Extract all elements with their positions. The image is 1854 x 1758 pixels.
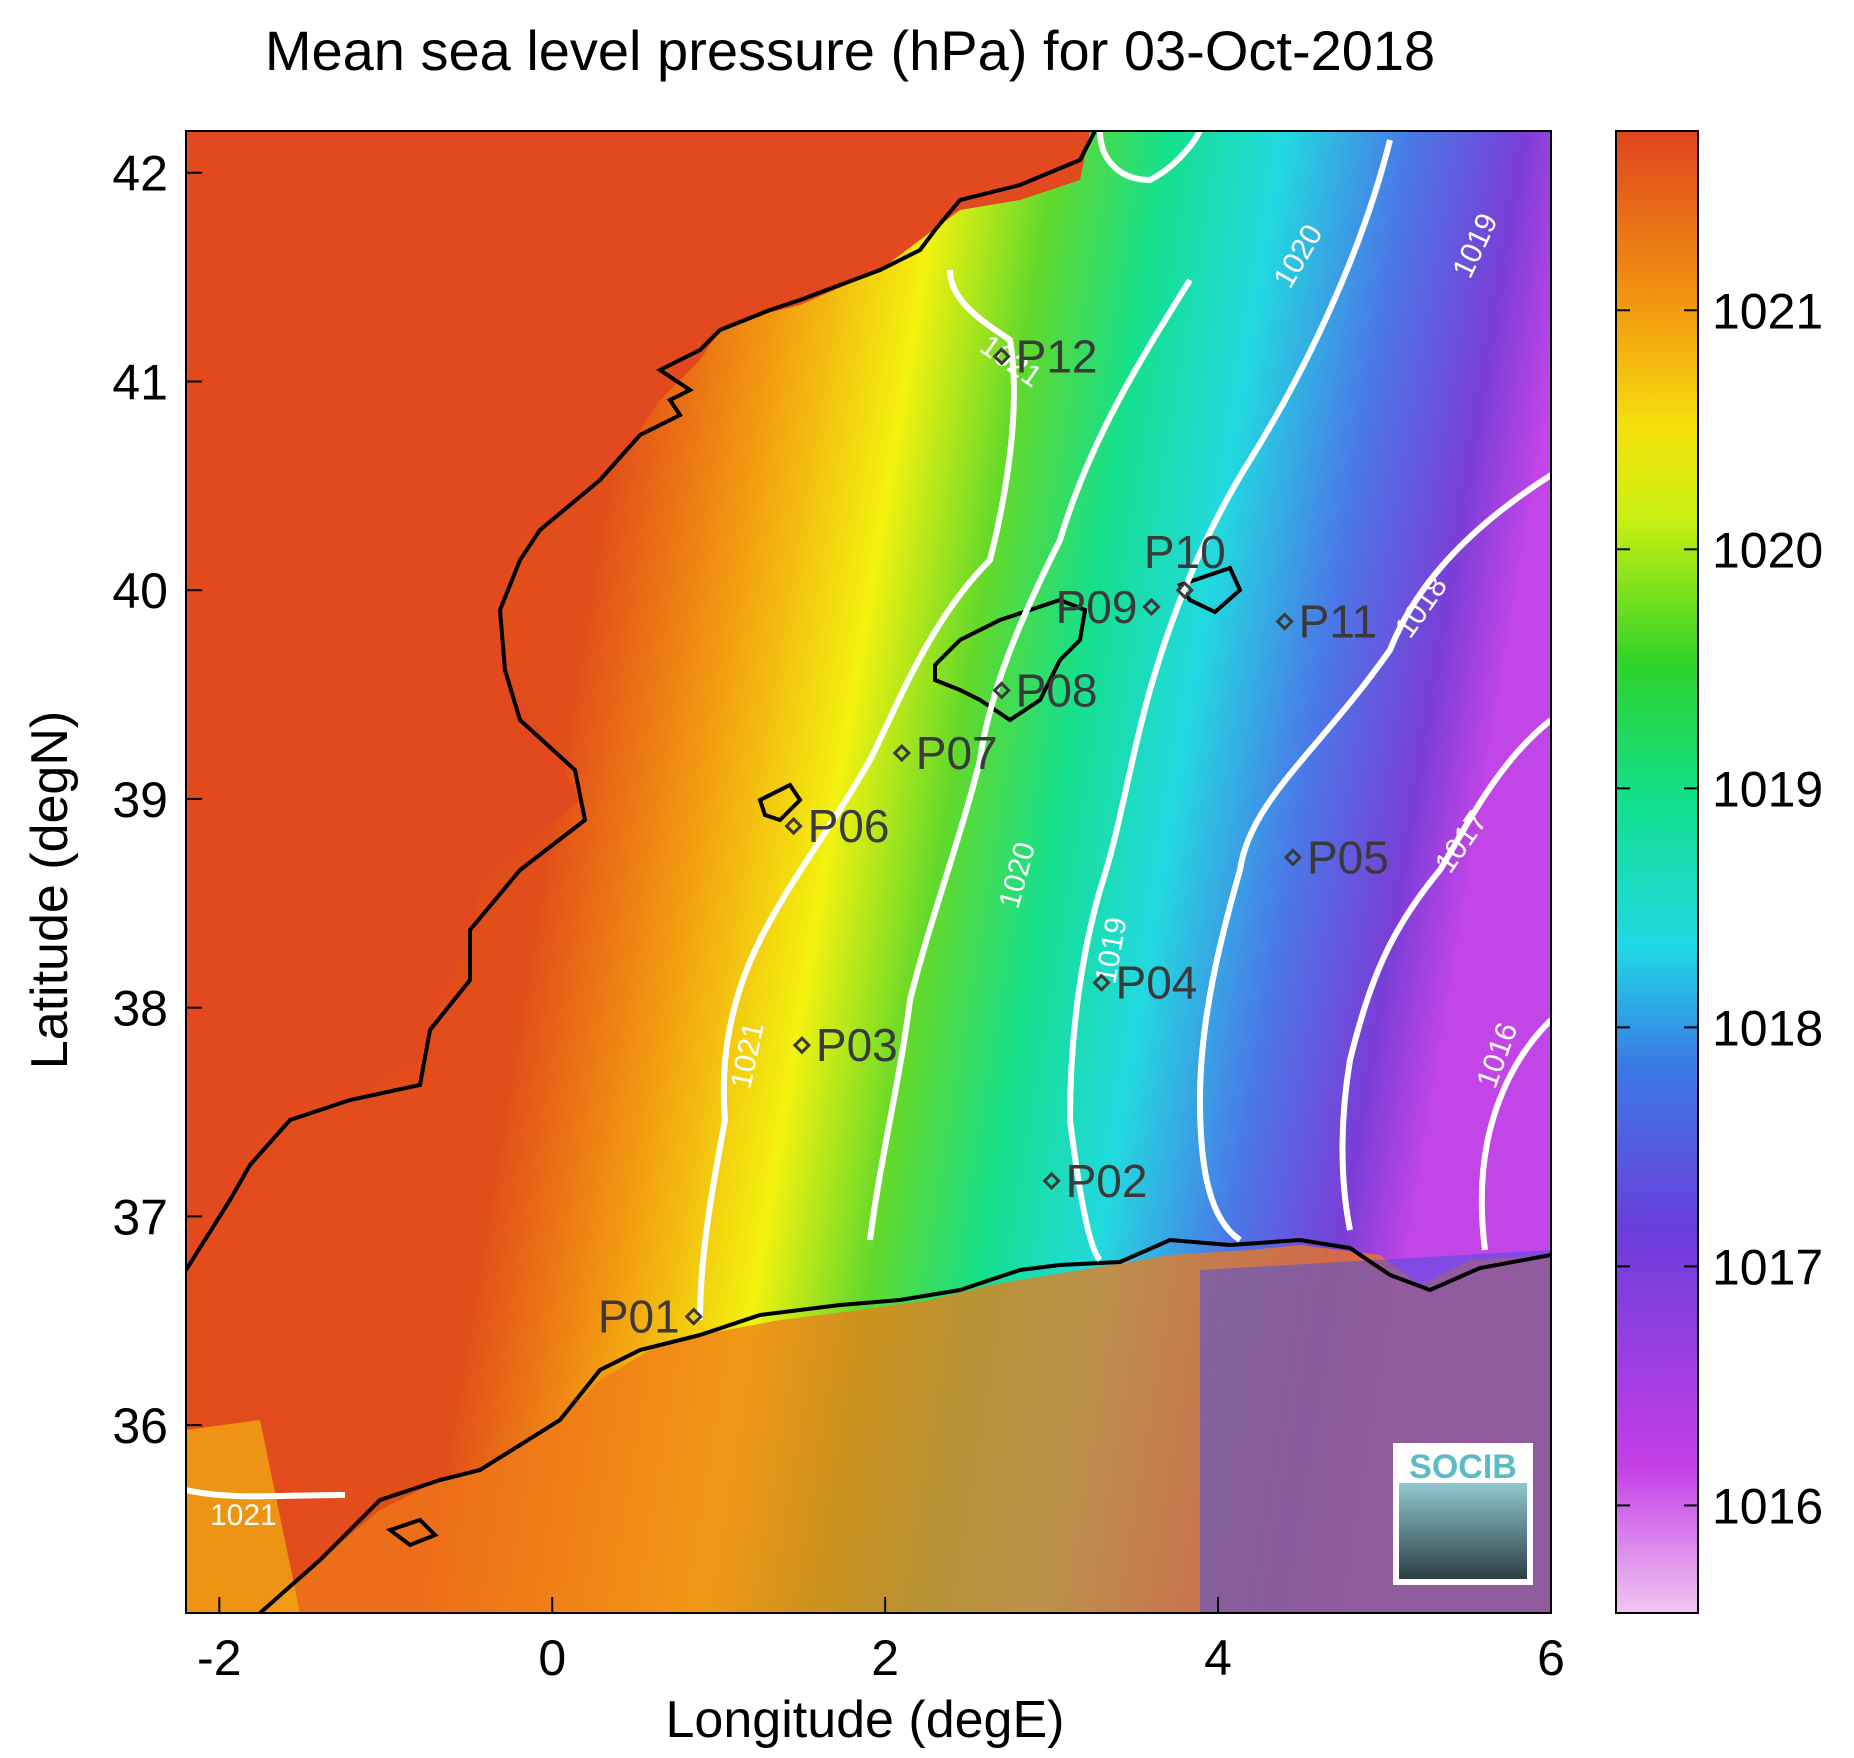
station-label: P04 [1116, 957, 1198, 1009]
iberia-land [186, 131, 1090, 1270]
station-marker [792, 1036, 812, 1055]
isobar-1018 [1196, 472, 1551, 1243]
isobar-1021-south [186, 1487, 346, 1500]
station-label: P05 [1307, 831, 1389, 883]
station-marker [992, 681, 1011, 700]
colorbar-tick-label: 1021 [1712, 283, 1823, 339]
socib-logo: SOCIB [1393, 1443, 1533, 1585]
station-label: P12 [1016, 330, 1098, 382]
mallorca-coast [933, 597, 1088, 723]
africa-coast-west [258, 1333, 701, 1613]
station-marker [1142, 597, 1161, 617]
station-label: P11 [1299, 596, 1377, 648]
y-tick-label: 36 [112, 1398, 168, 1454]
socib-logo-image [1399, 1483, 1527, 1579]
station-marker [1275, 612, 1294, 631]
colorbar-tick-label: 1020 [1712, 522, 1823, 578]
station-marker [1175, 581, 1194, 600]
station-label: P07 [916, 727, 998, 779]
y-tick-label: 40 [112, 563, 168, 619]
isobar-1020 [867, 278, 1193, 1241]
station-label: P02 [1066, 1155, 1148, 1207]
station-label: P10 [1144, 526, 1226, 578]
colorbar [1615, 130, 1699, 1614]
y-tick-label: 41 [112, 354, 168, 410]
x-tick-label: -2 [197, 1630, 241, 1686]
colorbar-tick-label: 1019 [1712, 761, 1823, 817]
station-marker [992, 347, 1011, 366]
menorca-coast [1176, 565, 1243, 615]
station-marker [892, 743, 911, 763]
station-label: P06 [808, 800, 890, 852]
africa-coast-east [699, 1237, 1551, 1337]
iberia-coast [186, 131, 1097, 1272]
africa-west-high [186, 1420, 300, 1613]
station-marker [1283, 848, 1303, 867]
isobar-1019 [1066, 139, 1393, 1263]
y-tick-label: 42 [112, 146, 168, 202]
station-label: P01 [598, 1291, 680, 1343]
station-label: P08 [1016, 664, 1098, 716]
station-marker [1042, 1171, 1061, 1191]
plot-frame [185, 130, 1552, 1614]
station-label: P09 [1056, 581, 1138, 633]
station-marker [684, 1307, 703, 1326]
isobar-1017 [1339, 717, 1551, 1231]
x-tick-label: 0 [538, 1630, 566, 1686]
contour-label-1021-south: 1021 [210, 1499, 277, 1532]
y-tick-label: 38 [112, 981, 168, 1037]
socib-logo-text: SOCIB [1409, 1448, 1517, 1486]
isobar-1016 [1478, 1017, 1551, 1251]
coastlines [186, 131, 1551, 1613]
x-axis-label: Longitude (degE) [665, 1691, 1065, 1749]
colorbar-tick-label: 1017 [1712, 1239, 1823, 1295]
x-tick-label: 6 [1537, 1630, 1565, 1686]
y-tick-label: 39 [112, 772, 168, 828]
x-tick-label: 2 [871, 1630, 899, 1686]
x-axis-ticks: -2 0 2 4 6 [197, 1597, 1565, 1686]
y-axis-ticks: 36 37 38 39 40 41 42 [112, 146, 202, 1454]
station-label: P03 [816, 1019, 898, 1071]
alboran-coast [385, 1517, 439, 1548]
y-tick-label: 37 [112, 1189, 168, 1245]
isobars [186, 131, 1551, 1500]
ibiza-coast [757, 782, 803, 823]
chart-title: Mean sea level pressure (hPa) for 03-Oct… [264, 19, 1436, 82]
station-marker [784, 816, 803, 836]
isobar-1021 [697, 269, 1017, 1321]
colorbar-ticks: 1016 1017 1018 1019 1020 1021 [1616, 283, 1823, 1534]
station-marker [1092, 973, 1111, 992]
x-tick-label: 4 [1204, 1630, 1232, 1686]
isobar-1021-north [1097, 131, 1203, 184]
colorbar-tick-label: 1018 [1712, 1000, 1823, 1056]
colorbar-tick-label: 1016 [1712, 1478, 1823, 1534]
